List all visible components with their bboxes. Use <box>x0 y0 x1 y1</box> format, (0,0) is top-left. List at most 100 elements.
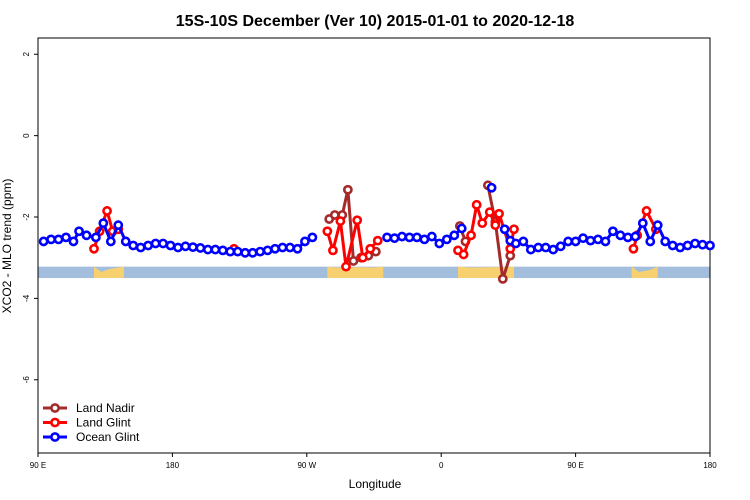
data-point <box>128 240 139 251</box>
data-point <box>667 240 678 251</box>
x-axis-label: Longitude <box>349 477 402 491</box>
data-point <box>652 220 663 231</box>
chart-title: 15S-10S December (Ver 10) 2015-01-01 to … <box>176 13 575 30</box>
data-point <box>389 233 400 244</box>
data-point <box>307 232 318 243</box>
data-point <box>697 239 708 250</box>
data-point <box>382 232 392 243</box>
data-point <box>490 220 501 231</box>
x-tick-label: 180 <box>166 461 180 470</box>
data-point <box>404 232 415 243</box>
data-point <box>348 256 359 266</box>
data-point <box>426 231 437 242</box>
data-point <box>548 244 559 255</box>
data-point <box>143 240 154 251</box>
data-point <box>675 242 686 253</box>
data-point <box>217 245 228 256</box>
data-point <box>466 230 476 241</box>
ticks: 90 E 180 90 W 0 90 E 180 2 0 -2 -4 -6 <box>22 52 717 470</box>
data-point <box>509 224 519 235</box>
x-tick-label: 90 W <box>297 461 316 470</box>
data-point <box>102 206 112 216</box>
data-point <box>441 234 452 245</box>
data-point <box>615 230 626 241</box>
x-tick-label: 0 <box>439 461 444 470</box>
surface-band <box>38 266 710 279</box>
data-point <box>533 242 544 253</box>
data-point <box>705 240 715 251</box>
legend-label: Land Glint <box>76 416 131 430</box>
legend-item: Ocean Glint <box>43 430 140 444</box>
data-point <box>525 244 536 255</box>
data-point <box>188 242 198 253</box>
data-point <box>570 236 581 247</box>
data-point <box>262 245 273 256</box>
data-point <box>240 247 251 258</box>
data-point <box>150 238 161 249</box>
data-point <box>357 252 368 263</box>
data-point <box>202 244 213 255</box>
data-point <box>449 230 460 241</box>
data-point <box>105 236 116 247</box>
data-point <box>397 231 407 242</box>
data-point <box>195 243 206 253</box>
data-point <box>113 220 124 231</box>
x-tick-label: 180 <box>703 461 717 470</box>
data-point <box>46 234 56 245</box>
data-point <box>270 243 280 254</box>
data-point <box>637 218 648 229</box>
data-point <box>173 242 183 253</box>
legend-label: Ocean Glint <box>76 430 140 444</box>
data-point <box>578 233 588 244</box>
data-point <box>328 245 338 256</box>
data-point <box>365 243 376 254</box>
data-point <box>38 236 49 247</box>
data-point <box>484 207 495 218</box>
y-tick-label: -2 <box>22 213 31 221</box>
data-point <box>89 243 99 254</box>
data-point <box>486 182 497 193</box>
legend-label: Land Nadir <box>76 401 135 415</box>
data-point <box>135 242 146 253</box>
data-point <box>477 218 488 229</box>
data-point <box>563 236 574 247</box>
data-point <box>247 247 258 258</box>
data-point <box>165 240 176 251</box>
legend-swatch-marker <box>50 417 60 428</box>
data-point <box>434 238 445 249</box>
data-point <box>471 199 482 210</box>
data-point <box>641 206 652 216</box>
data-point <box>458 249 469 260</box>
data-point <box>499 224 510 235</box>
legend-swatch-marker <box>50 432 60 442</box>
data-point <box>645 236 656 247</box>
y-tick-label: -4 <box>22 294 31 302</box>
land-segment-2 <box>327 266 384 279</box>
x-tick-label: 90 E <box>567 461 583 470</box>
data-point <box>225 246 236 257</box>
data-point <box>322 226 333 237</box>
data-point <box>292 243 303 254</box>
data-point <box>255 246 266 257</box>
legend-item: Land Nadir <box>43 401 135 415</box>
data-point <box>120 236 131 247</box>
data-point <box>682 240 693 251</box>
data-point <box>342 184 353 195</box>
data-point <box>74 226 84 237</box>
series-land-glint <box>89 199 661 272</box>
data-point <box>456 223 467 234</box>
y-tick-label: 2 <box>22 52 31 57</box>
data-point <box>61 232 71 243</box>
data-point <box>300 236 310 247</box>
data-point <box>540 242 551 253</box>
data-point <box>90 232 101 243</box>
land-segment-1 <box>94 266 124 279</box>
data-point <box>180 241 191 252</box>
data-point <box>497 273 508 284</box>
series-ocean-glint <box>38 182 715 258</box>
data-point <box>419 234 430 245</box>
data-point <box>412 232 422 243</box>
data-point <box>608 226 618 237</box>
